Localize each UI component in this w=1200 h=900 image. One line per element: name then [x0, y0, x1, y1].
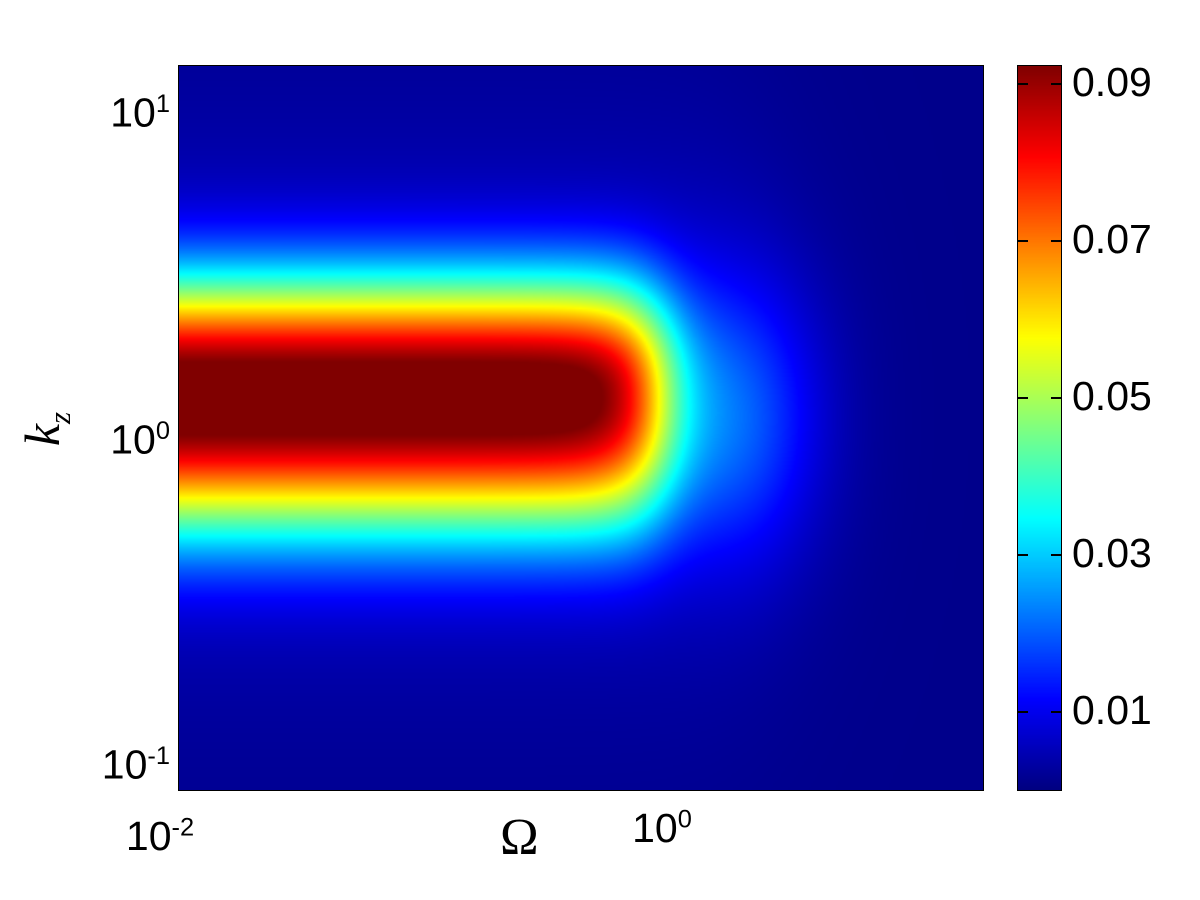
colorbar-label-0.05: 0.05 — [1072, 373, 1152, 419]
x-tick-label-10e0: 100 — [632, 805, 692, 851]
colorbar-label-0.09: 0.09 — [1072, 59, 1152, 105]
colorbar-label-0.03: 0.03 — [1072, 530, 1152, 576]
heatmap-canvas — [179, 66, 983, 790]
colorbar-gradient — [1018, 66, 1061, 790]
colorbar-label-0.01: 0.01 — [1072, 687, 1152, 733]
y-tick-label-10e1: 101 — [110, 89, 170, 136]
y-axis-label: kz — [14, 411, 77, 447]
y-tick-label-10e0: 100 — [110, 416, 170, 463]
x-axis-label: Ω — [500, 809, 539, 866]
colorbar — [1017, 65, 1062, 791]
colorbar-label-0.07: 0.07 — [1072, 216, 1152, 262]
y-tick-label-10e-1: 10-1 — [101, 741, 170, 788]
heatmap-plot-area — [178, 65, 984, 791]
x-tick-label-10e-2: 10-2 — [125, 813, 195, 859]
